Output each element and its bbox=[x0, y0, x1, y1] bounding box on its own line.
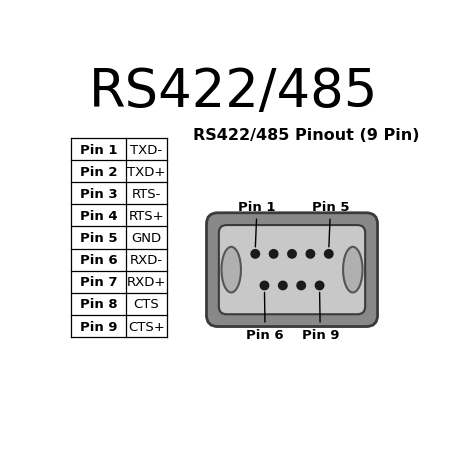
Text: RS422/485 Pinout (9 Pin): RS422/485 Pinout (9 Pin) bbox=[192, 128, 419, 143]
Text: RS422/485: RS422/485 bbox=[89, 66, 378, 117]
Text: TXD-: TXD- bbox=[130, 143, 162, 156]
Text: Pin 9: Pin 9 bbox=[301, 293, 338, 341]
Text: RTS-: RTS- bbox=[131, 187, 161, 200]
Text: Pin 7: Pin 7 bbox=[80, 276, 117, 288]
Text: Pin 2: Pin 2 bbox=[80, 165, 117, 178]
Circle shape bbox=[296, 282, 305, 290]
Circle shape bbox=[250, 250, 259, 258]
Text: Pin 6: Pin 6 bbox=[80, 253, 117, 267]
Text: CTS: CTS bbox=[133, 298, 159, 311]
FancyBboxPatch shape bbox=[218, 226, 364, 314]
Text: CTS+: CTS+ bbox=[127, 320, 164, 333]
Text: Pin 9: Pin 9 bbox=[80, 320, 117, 333]
Text: TXD+: TXD+ bbox=[127, 165, 165, 178]
Text: GND: GND bbox=[131, 232, 161, 244]
Text: RXD-: RXD- bbox=[129, 253, 162, 267]
Circle shape bbox=[305, 250, 314, 258]
FancyBboxPatch shape bbox=[206, 213, 377, 327]
Circle shape bbox=[260, 282, 268, 290]
Circle shape bbox=[287, 250, 296, 258]
Text: Pin 8: Pin 8 bbox=[80, 298, 117, 311]
Text: Pin 5: Pin 5 bbox=[311, 201, 349, 248]
Circle shape bbox=[278, 282, 287, 290]
Circle shape bbox=[269, 250, 277, 258]
Text: RXD+: RXD+ bbox=[126, 276, 166, 288]
Text: Pin 3: Pin 3 bbox=[80, 187, 117, 200]
Text: Pin 4: Pin 4 bbox=[80, 209, 117, 222]
Text: Pin 6: Pin 6 bbox=[246, 293, 283, 341]
Text: Pin 5: Pin 5 bbox=[80, 232, 117, 244]
Text: Pin 1: Pin 1 bbox=[80, 143, 117, 156]
Text: Pin 1: Pin 1 bbox=[238, 201, 275, 248]
Ellipse shape bbox=[342, 247, 362, 293]
Text: RTS+: RTS+ bbox=[128, 209, 164, 222]
Circle shape bbox=[315, 282, 323, 290]
Ellipse shape bbox=[221, 247, 240, 293]
Circle shape bbox=[324, 250, 332, 258]
